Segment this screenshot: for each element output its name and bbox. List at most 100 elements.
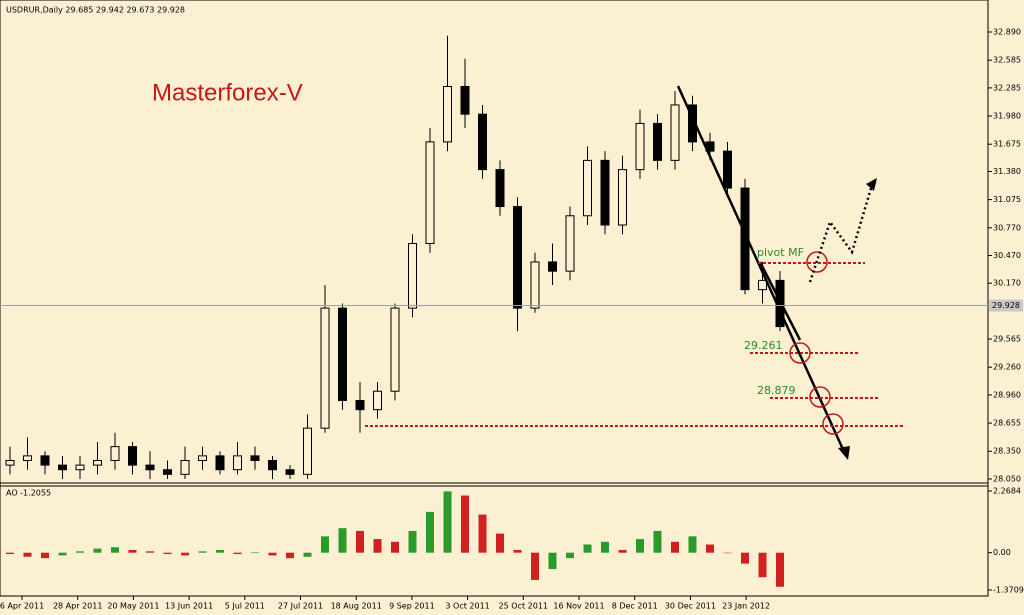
x-tick-label: 5 Jul 2011 xyxy=(225,602,265,611)
candle-body xyxy=(600,159,610,226)
x-tick-label: 18 Aug 2011 xyxy=(331,602,382,611)
y-tick-label: 30.170 xyxy=(993,279,1021,288)
ao-bar xyxy=(636,539,644,553)
candle-body xyxy=(513,206,522,309)
x-tick-label: 16 Nov 2011 xyxy=(553,602,604,611)
candle-body xyxy=(530,261,540,309)
ao-bar xyxy=(58,552,67,556)
ao-bar xyxy=(268,552,277,556)
ao-bar xyxy=(146,551,154,553)
ao-bar xyxy=(233,552,242,555)
ao-bar xyxy=(41,552,49,559)
candle-body xyxy=(23,455,32,461)
x-tick-label: 20 May 2011 xyxy=(107,602,159,611)
candle-body xyxy=(58,464,67,471)
level-label: 29.261 xyxy=(744,339,783,352)
ao-title: AO -1.2055 xyxy=(6,489,51,498)
ao-bar xyxy=(286,552,294,559)
ao-bar xyxy=(321,536,329,553)
ao-bar xyxy=(111,547,119,553)
candle-body xyxy=(215,455,225,471)
ao-bar xyxy=(23,552,32,557)
x-tick-label: 23 Jan 2012 xyxy=(722,602,770,611)
y-tick-label: 32.285 xyxy=(993,83,1021,92)
y-tick-label: 31.075 xyxy=(993,195,1021,204)
candle-body xyxy=(758,279,767,291)
ao-bar xyxy=(198,551,207,553)
ao-bar xyxy=(741,552,749,564)
y-tick-label: 30.470 xyxy=(993,251,1021,260)
ao-bar xyxy=(566,552,574,559)
ao-bar xyxy=(601,541,609,553)
ao-bar xyxy=(583,544,592,553)
candle-body xyxy=(250,455,260,461)
ao-bar xyxy=(373,539,382,553)
ao-bar xyxy=(338,528,347,553)
ao-bar xyxy=(181,552,189,556)
x-tick-label: 9 Sep 2011 xyxy=(389,602,435,611)
candle-body xyxy=(425,141,435,244)
ao-bar xyxy=(303,552,312,557)
ao-bar xyxy=(653,530,662,553)
candle-body xyxy=(75,464,85,471)
y-tick-label: 0.00 xyxy=(993,548,1011,557)
plot-frame xyxy=(0,0,989,597)
ao-bar xyxy=(163,552,172,555)
ao-bar xyxy=(76,551,84,553)
ao-bar xyxy=(478,514,487,553)
ao-bar xyxy=(251,552,259,553)
y-tick-label: 2.2684 xyxy=(993,486,1021,495)
candle-body xyxy=(408,242,417,309)
y-tick-label: -1.3709 xyxy=(993,586,1024,595)
marks xyxy=(5,35,785,587)
y-tick-label: 31.675 xyxy=(993,140,1021,149)
candle-body xyxy=(548,261,557,272)
candle-body xyxy=(40,455,50,466)
candle-body xyxy=(285,469,295,475)
x-tick-label: 25 Oct 2011 xyxy=(499,602,548,611)
candle-body xyxy=(355,399,365,411)
candle-body xyxy=(495,169,505,208)
candle-body xyxy=(233,455,242,471)
y-tick-label: 31.380 xyxy=(993,167,1021,176)
ao-bar xyxy=(531,552,539,580)
candle-body xyxy=(478,113,487,171)
ao-bar xyxy=(6,552,14,555)
header: USDRUR,Daily 29.685 29.942 29.673 29.928 xyxy=(6,6,185,15)
y-tick-label: 30.770 xyxy=(993,223,1021,232)
candle-body xyxy=(618,169,627,226)
ao-bar xyxy=(776,552,784,587)
candle-body xyxy=(303,427,312,475)
pivot-label: pivot MF xyxy=(757,246,804,259)
ao-bar xyxy=(706,544,714,553)
candle-body xyxy=(373,390,382,411)
ao-bar xyxy=(618,549,627,553)
brand: Masterforex-V xyxy=(152,79,303,106)
ao-bar xyxy=(356,530,364,553)
candle-body xyxy=(740,187,750,291)
candle-body xyxy=(128,446,137,466)
candle-body xyxy=(460,85,470,115)
x-tick-label: 27 Jul 2011 xyxy=(278,602,323,611)
ao-bar xyxy=(408,530,417,553)
analysis-drawings xyxy=(365,85,903,460)
ao-bar xyxy=(513,549,522,553)
y-tick-label: 28.655 xyxy=(993,419,1021,428)
candle-body xyxy=(5,459,15,466)
ao-bar xyxy=(443,491,452,553)
level-label: 28.879 xyxy=(757,384,796,397)
candle-body xyxy=(145,464,155,471)
y-tick-label: 31.980 xyxy=(993,112,1021,121)
ao-bar xyxy=(548,552,557,570)
ao-bar xyxy=(496,533,504,553)
candle-body xyxy=(338,307,347,401)
x-tick-label: 8 Dec 2011 xyxy=(612,602,658,611)
candle-body xyxy=(163,469,172,475)
ao-bar xyxy=(128,549,137,553)
x-tick-label: 3 Oct 2011 xyxy=(445,602,489,611)
ao-bar xyxy=(461,495,469,553)
ao-bar xyxy=(688,536,697,553)
candle-body xyxy=(723,150,732,189)
